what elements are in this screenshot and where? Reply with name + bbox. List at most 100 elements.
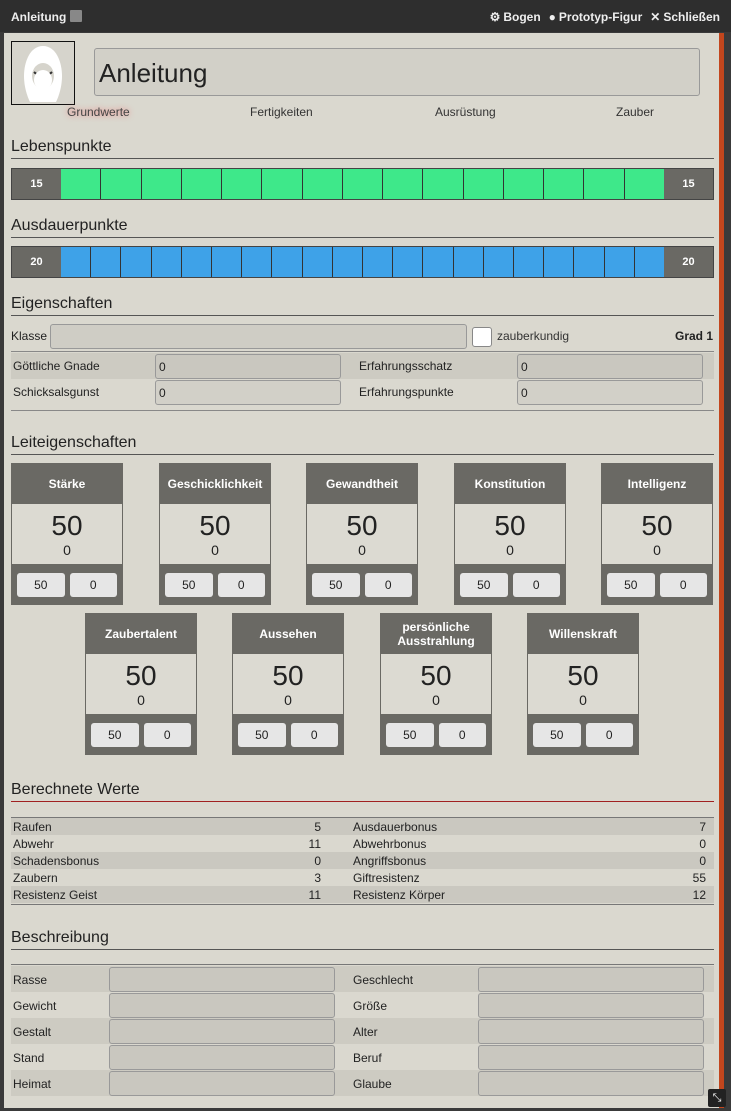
ausdauer-cell[interactable] (181, 247, 213, 277)
attribute-bonus-input[interactable]: 0 (512, 573, 560, 597)
attribute-bonus-input[interactable]: 0 (217, 573, 265, 597)
attribute-base-input[interactable]: 50 (386, 723, 434, 747)
attribute-base-input[interactable]: 50 (607, 573, 655, 597)
ausdauer-current[interactable]: 20 (12, 247, 61, 277)
ausdauer-cell[interactable] (242, 247, 273, 277)
lebenspunkte-cell[interactable] (624, 169, 664, 199)
lebenspunkte-cell[interactable] (141, 169, 182, 199)
lebenspunkte-current[interactable]: 15 (12, 169, 61, 199)
zauberkundig-checkbox[interactable] (472, 327, 492, 347)
description-input[interactable] (478, 1019, 704, 1044)
lebenspunkte-max[interactable]: 15 (664, 169, 713, 199)
attribute-bonus-input[interactable]: 0 (438, 723, 486, 747)
ausdauer-cell[interactable] (483, 247, 515, 277)
action-prototyp-figur[interactable]: ● Prototyp-Figur (549, 10, 643, 24)
attribute-base-input[interactable]: 50 (91, 723, 139, 747)
attribute-bonus-input[interactable]: 0 (290, 723, 338, 747)
description-input[interactable] (109, 1071, 335, 1096)
attribute-base-input[interactable]: 50 (17, 573, 65, 597)
resize-handle-icon[interactable]: ⤡ (708, 1089, 726, 1107)
lebenspunkte-cell[interactable] (584, 169, 625, 199)
document-icon (70, 10, 83, 22)
character-name-input[interactable]: Anleitung (94, 48, 700, 96)
sheet-content: Anleitung Grundwerte Fertigkeiten Ausrüs… (4, 33, 724, 1108)
attribute-bonus-input[interactable]: 0 (585, 723, 633, 747)
attribute-bonus-input[interactable]: 0 (69, 573, 117, 597)
attribute-base-input[interactable]: 50 (165, 573, 213, 597)
ausdauer-max[interactable]: 20 (664, 247, 713, 277)
attribute-value: 50 (420, 660, 452, 691)
avatar[interactable] (11, 41, 75, 105)
ausdauer-cell[interactable] (363, 247, 394, 277)
description-input[interactable] (109, 967, 335, 992)
ausdauer-cell[interactable] (121, 247, 152, 277)
tab-zauber[interactable]: Zauber (616, 105, 655, 119)
lebenspunkte-bar[interactable]: 15 15 (11, 168, 714, 200)
lebenspunkte-cell[interactable] (544, 169, 585, 199)
property-input[interactable]: 0 (155, 354, 341, 379)
ausdauer-cell[interactable] (634, 247, 665, 277)
description-input[interactable] (109, 1019, 335, 1044)
ausdauer-cell[interactable] (453, 247, 484, 277)
attribute-bonus-input[interactable]: 0 (364, 573, 412, 597)
attribute-modifier: 0 (579, 692, 587, 708)
action-schlie-en[interactable]: ✕ Schließen (650, 10, 720, 24)
tab-ausruestung[interactable]: Ausrüstung (435, 105, 496, 119)
attribute-bonus-input[interactable]: 0 (143, 723, 191, 747)
attribute-base-input[interactable]: 50 (533, 723, 581, 747)
lebenspunkte-cell[interactable] (302, 169, 343, 199)
lebenspunkte-cell[interactable] (383, 169, 424, 199)
lebenspunkte-cell[interactable] (101, 169, 142, 199)
ausdauer-cell[interactable] (423, 247, 454, 277)
property-input[interactable]: 0 (517, 380, 703, 405)
lebenspunkte-cell[interactable] (342, 169, 384, 199)
ausdauer-cell[interactable] (212, 247, 243, 277)
description-input[interactable] (109, 1045, 335, 1070)
lebenspunkte-cell[interactable] (262, 169, 303, 199)
attribute-box-stärke: Stärke 50 0 50 0 (11, 463, 123, 605)
description-input[interactable] (478, 1045, 704, 1070)
description-input[interactable] (478, 967, 704, 992)
ausdauer-cell[interactable] (393, 247, 424, 277)
lebenspunkte-cell[interactable] (463, 169, 504, 199)
ausdauer-cell[interactable] (604, 247, 635, 277)
lebenspunkte-cell[interactable] (61, 169, 102, 199)
property-label: Erfahrungspunkte (359, 385, 454, 399)
ausdauer-cell[interactable] (574, 247, 605, 277)
attribute-base-input[interactable]: 50 (312, 573, 360, 597)
lebenspunkte-cell[interactable] (222, 169, 263, 199)
lebenspunkte-cell[interactable] (423, 169, 464, 199)
description-input[interactable] (478, 1071, 704, 1096)
description-input[interactable] (478, 993, 704, 1018)
attribute-base-input[interactable]: 50 (238, 723, 286, 747)
ausdauer-cell[interactable] (514, 247, 545, 277)
property-input[interactable]: 0 (517, 354, 703, 379)
tab-grundwerte[interactable]: Grundwerte (67, 105, 130, 119)
attribute-base-input[interactable]: 50 (460, 573, 508, 597)
ausdauer-cell[interactable] (272, 247, 303, 277)
klasse-input[interactable] (50, 324, 467, 349)
description-label: Stand (13, 1051, 45, 1065)
derived-row (11, 852, 714, 869)
attribute-body: 50 0 (528, 654, 638, 714)
ausdauer-cell[interactable] (151, 247, 182, 277)
lebenspunkte-cell[interactable] (503, 169, 545, 199)
section-berechnete-werte: Berechnete Werte (11, 781, 714, 802)
attribute-modifier: 0 (284, 692, 292, 708)
divider (11, 964, 714, 965)
ausdauer-cell[interactable] (302, 247, 333, 277)
window-titlebar[interactable]: Anleitung ⚙ Bogen ● Prototyp-Figur ✕ Schließe… (0, 0, 731, 32)
ausdauer-bar[interactable]: 20 20 (11, 246, 714, 278)
ausdauer-cell[interactable] (61, 247, 92, 277)
description-label: Glaube (353, 1077, 392, 1091)
ausdauer-cell[interactable] (544, 247, 575, 277)
attribute-bonus-input[interactable]: 0 (659, 573, 707, 597)
property-input[interactable]: 0 (155, 380, 341, 405)
description-input[interactable] (109, 993, 335, 1018)
ausdauer-cell[interactable] (91, 247, 122, 277)
derived-label: Giftresistenz (353, 871, 420, 885)
ausdauer-cell[interactable] (332, 247, 364, 277)
tab-fertigkeiten[interactable]: Fertigkeiten (250, 105, 313, 119)
lebenspunkte-cell[interactable] (181, 169, 223, 199)
action-bogen[interactable]: ⚙ Bogen (490, 10, 541, 24)
